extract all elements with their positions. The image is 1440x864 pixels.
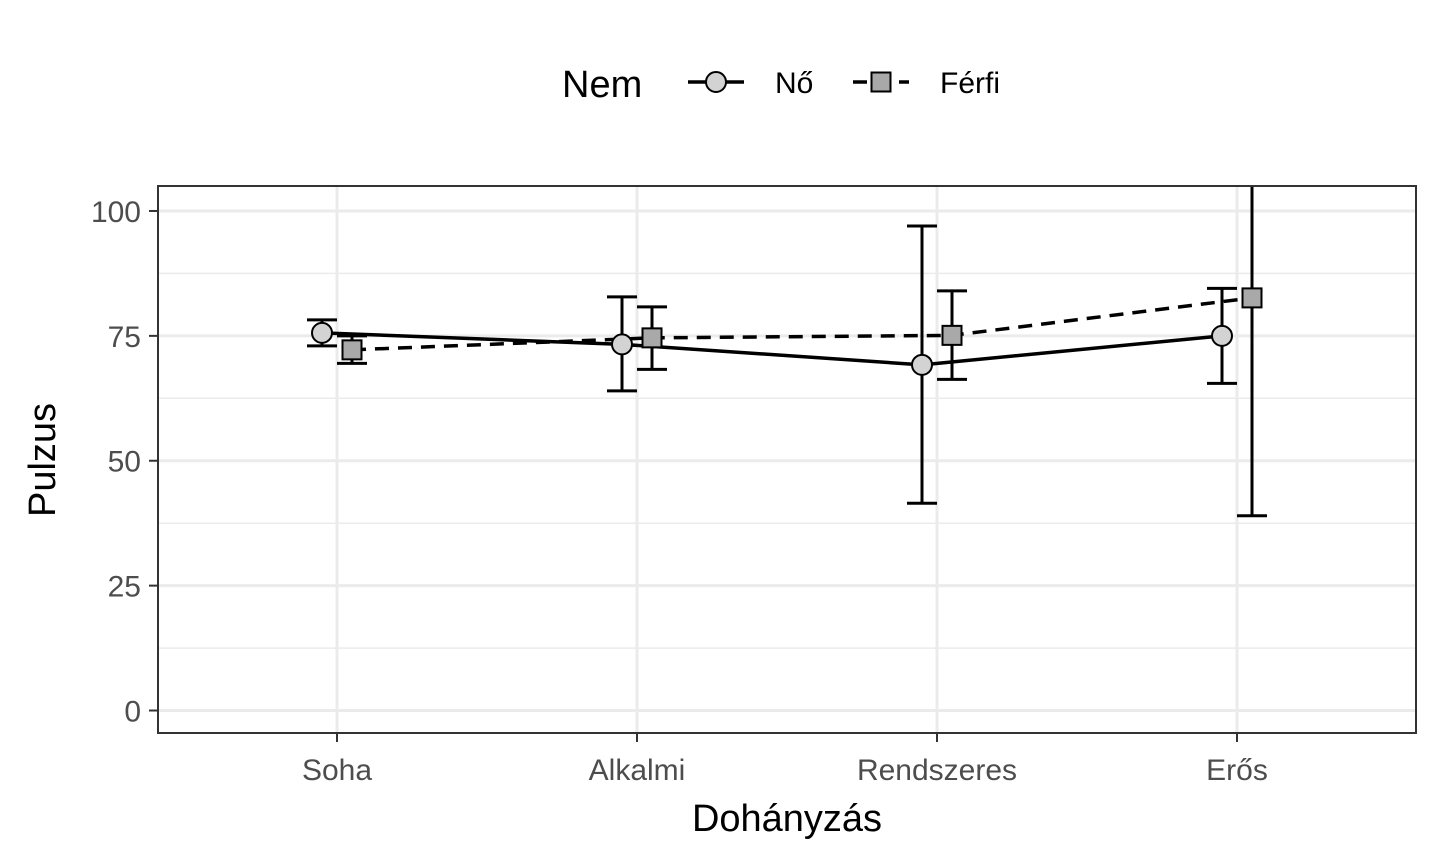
grid-minor xyxy=(158,272,1416,649)
y-axis: 0 25 50 75 100 xyxy=(91,196,158,729)
legend-label-ferfi: Férfi xyxy=(940,67,1000,100)
y-tick-label: 0 xyxy=(124,696,141,729)
y-tick-label: 25 xyxy=(108,571,141,604)
data-point-circle xyxy=(1211,324,1233,347)
y-tick-label: 75 xyxy=(108,321,141,354)
legend-key-ferfi xyxy=(853,71,909,93)
series-line-1 xyxy=(351,296,1253,352)
series-lines xyxy=(321,296,1253,367)
series-line-0 xyxy=(321,331,1223,367)
plot-content xyxy=(307,186,1267,518)
plot-panel-border xyxy=(157,185,1417,734)
y-tick-label: 50 xyxy=(108,446,141,479)
x-tick-label: Alkalmi xyxy=(589,754,686,787)
legend: Nem Nő Férfi xyxy=(562,64,1000,106)
data-point-square xyxy=(641,327,663,349)
legend-title: Nem xyxy=(562,64,642,106)
x-tick-label: Rendszeres xyxy=(857,754,1017,787)
y-tick-label: 100 xyxy=(91,196,141,229)
legend-key-no xyxy=(688,71,744,93)
legend-key-no-marker xyxy=(705,71,727,93)
x-tick-label: Erős xyxy=(1206,754,1268,787)
data-point-circle xyxy=(611,333,633,356)
data-point-circle xyxy=(911,353,933,376)
legend-label-no: Nő xyxy=(775,67,813,100)
data-point-square xyxy=(341,339,363,361)
x-axis-title: Dohányzás xyxy=(692,798,882,840)
x-tick-label: Soha xyxy=(302,754,372,787)
data-point-square xyxy=(1241,287,1263,309)
data-point-square xyxy=(941,324,963,346)
data-points xyxy=(311,287,1263,376)
data-point-circle xyxy=(311,321,333,344)
x-axis: Soha Alkalmi Rendszeres Erős xyxy=(302,733,1268,787)
legend-key-ferfi-marker xyxy=(870,71,892,93)
y-axis-title: Pulzus xyxy=(22,403,64,517)
